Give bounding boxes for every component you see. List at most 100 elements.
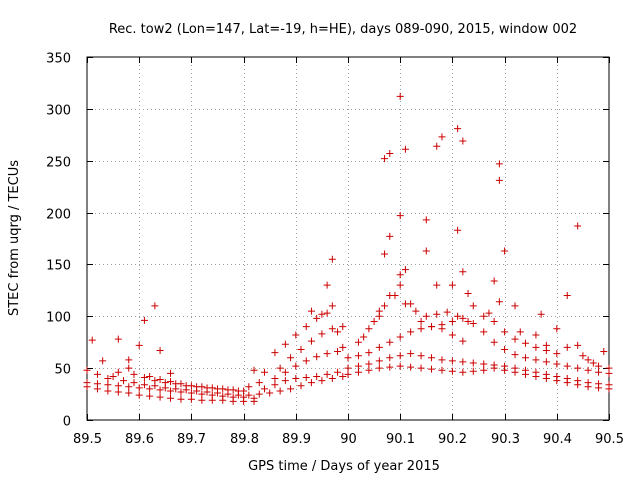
data-point: [511, 368, 519, 376]
data-point: [365, 360, 373, 368]
data-point: [271, 349, 279, 357]
data-point: [412, 307, 420, 315]
data-point: [381, 302, 389, 310]
data-point: [511, 302, 519, 310]
x-tick-label: 89.6: [125, 432, 154, 447]
data-point: [459, 368, 467, 376]
data-point: [579, 352, 587, 360]
data-points: [83, 92, 613, 405]
data-point: [208, 384, 216, 392]
data-point: [146, 392, 154, 400]
data-point: [459, 137, 467, 145]
data-point: [532, 331, 540, 339]
data-point: [521, 339, 529, 347]
data-point: [563, 292, 571, 300]
data-point: [354, 352, 362, 360]
data-point: [156, 347, 164, 355]
data-point: [542, 358, 550, 366]
data-point: [198, 383, 206, 391]
data-point: [140, 381, 148, 389]
data-point: [240, 397, 248, 405]
data-point: [287, 385, 295, 393]
data-point: [542, 347, 550, 355]
data-point: [443, 308, 451, 316]
data-point: [104, 375, 112, 383]
data-point: [448, 357, 456, 365]
data-point: [354, 368, 362, 376]
data-point: [375, 357, 383, 365]
data-point: [584, 366, 592, 374]
data-point: [459, 314, 467, 322]
x-tick-label: 90.2: [438, 432, 467, 447]
data-point: [339, 323, 347, 331]
data-point: [156, 386, 164, 394]
x-tick-label: 90.1: [386, 432, 415, 447]
data-point: [177, 388, 185, 396]
data-point: [605, 385, 613, 393]
data-point: [485, 309, 493, 317]
chart-title: Rec. tow2 (Lon=147, Lat=-19, h=HE), days…: [109, 22, 577, 37]
data-point: [480, 312, 488, 320]
data-point: [521, 354, 529, 362]
data-point: [114, 388, 122, 396]
data-point: [375, 343, 383, 351]
data-point: [354, 362, 362, 370]
data-point: [240, 387, 248, 395]
data-point: [135, 341, 143, 349]
x-tick-label: 90.5: [595, 432, 624, 447]
data-point: [501, 366, 509, 374]
data-point: [140, 316, 148, 324]
data-point: [574, 222, 582, 230]
data-point: [396, 92, 404, 100]
data-point: [229, 397, 237, 405]
data-point: [600, 348, 608, 356]
data-point: [563, 362, 571, 370]
data-point: [104, 381, 112, 389]
data-point: [323, 370, 331, 378]
data-point: [198, 396, 206, 404]
data-point: [454, 226, 462, 234]
data-point: [297, 345, 305, 353]
data-point: [595, 368, 603, 376]
x-tick-label: 90.3: [491, 432, 520, 447]
data-point: [464, 289, 472, 297]
y-tick-label: 100: [46, 311, 71, 326]
data-point: [83, 366, 91, 374]
data-point: [260, 385, 268, 393]
data-point: [542, 375, 550, 383]
data-point: [501, 345, 509, 353]
data-point: [354, 338, 362, 346]
data-point: [360, 333, 368, 341]
data-point: [469, 302, 477, 310]
data-point: [219, 385, 227, 393]
data-point: [109, 372, 117, 380]
data-point: [167, 394, 175, 402]
data-point: [401, 266, 409, 274]
data-point: [307, 307, 315, 315]
data-point: [260, 368, 268, 376]
data-point: [297, 382, 305, 390]
data-point: [532, 372, 540, 380]
data-point: [407, 363, 415, 371]
data-point: [490, 364, 498, 372]
data-point: [490, 277, 498, 285]
x-tick-labels: 89.5 89.6 89.7 89.8 89.9 90 90.1 90.2 90.3 90.4 90…: [73, 432, 624, 447]
data-point: [281, 377, 289, 385]
data-point: [386, 232, 394, 240]
data-point: [339, 372, 347, 380]
data-point: [318, 330, 326, 338]
data-point: [386, 354, 394, 362]
x-tick-label: 89.9: [282, 432, 311, 447]
data-point: [266, 389, 274, 397]
data-point: [386, 149, 394, 157]
data-point: [553, 350, 561, 358]
y-tick-label: 350: [46, 52, 71, 67]
data-point: [448, 317, 456, 325]
data-point: [438, 133, 446, 141]
y-tick-label: 50: [54, 363, 71, 378]
data-point: [448, 331, 456, 339]
data-point: [595, 362, 603, 370]
data-point: [595, 384, 603, 392]
data-point: [193, 387, 201, 395]
data-point: [589, 359, 597, 367]
